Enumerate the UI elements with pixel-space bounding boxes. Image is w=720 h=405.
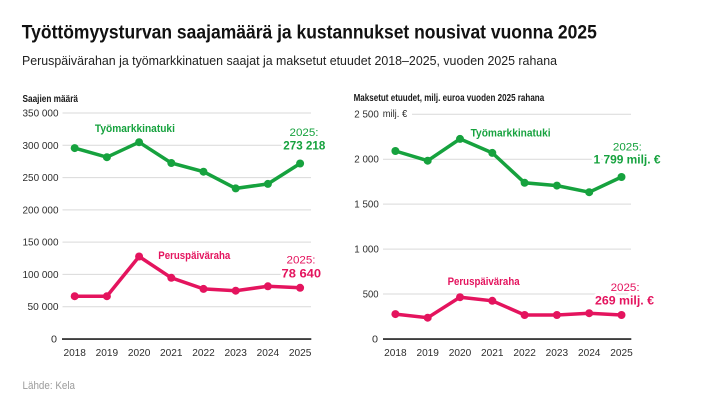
svg-text:2025:: 2025: (613, 142, 642, 154)
svg-text:1 799 milj. €: 1 799 milj. € (594, 153, 661, 167)
svg-text:2025: 2025 (610, 347, 633, 359)
svg-text:2023: 2023 (224, 347, 247, 359)
svg-text:2 500: 2 500 (354, 109, 379, 121)
svg-text:1 500: 1 500 (354, 199, 379, 211)
svg-text:273 218: 273 218 (283, 139, 325, 153)
svg-text:2020: 2020 (128, 347, 151, 359)
svg-text:200 000: 200 000 (23, 204, 59, 216)
svg-text:0: 0 (51, 334, 57, 346)
svg-text:2024: 2024 (578, 347, 601, 359)
svg-text:2019: 2019 (96, 347, 119, 359)
svg-text:0: 0 (372, 334, 378, 346)
svg-text:Lähde: Kela: Lähde: Kela (23, 380, 76, 392)
svg-text:300 000: 300 000 (23, 140, 59, 152)
svg-text:Maksetut etuudet, milj. euroa: Maksetut etuudet, milj. euroa vuoden 202… (354, 93, 545, 104)
svg-text:2025:: 2025: (290, 127, 319, 139)
svg-text:Peruspäiväraha: Peruspäiväraha (448, 276, 521, 288)
svg-text:350 000: 350 000 (23, 108, 59, 120)
svg-text:2025:: 2025: (287, 254, 316, 266)
svg-text:500: 500 (363, 289, 379, 301)
svg-text:2023: 2023 (546, 347, 569, 359)
svg-text:2018: 2018 (63, 347, 86, 359)
svg-text:Saajien määrä: Saajien määrä (23, 94, 79, 105)
svg-text:250 000: 250 000 (23, 172, 59, 184)
svg-text:100 000: 100 000 (23, 269, 59, 281)
svg-text:269 milj. €: 269 milj. € (595, 293, 654, 307)
svg-text:Työttömyysturvan saajamäärä ja: Työttömyysturvan saajamäärä ja kustannuk… (22, 23, 597, 44)
svg-text:2 000: 2 000 (354, 154, 379, 166)
svg-text:2020: 2020 (449, 347, 472, 359)
svg-text:2021: 2021 (481, 347, 504, 359)
svg-text:2021: 2021 (160, 347, 183, 359)
svg-text:2018: 2018 (384, 347, 407, 359)
svg-text:78 640: 78 640 (282, 267, 322, 281)
svg-text:2025:: 2025: (611, 282, 640, 294)
svg-text:2022: 2022 (513, 347, 536, 359)
svg-text:2019: 2019 (416, 347, 439, 359)
svg-text:2024: 2024 (257, 347, 280, 359)
svg-text:Työmarkkinatuki: Työmarkkinatuki (471, 128, 551, 140)
svg-text:50 000: 50 000 (28, 301, 59, 313)
svg-text:Peruspäivärahan ja työmarkkina: Peruspäivärahan ja työmarkkinatuen saaja… (22, 53, 558, 68)
svg-text:2022: 2022 (192, 347, 215, 359)
svg-text:Peruspäiväraha: Peruspäiväraha (158, 250, 231, 262)
svg-text:2025: 2025 (289, 347, 312, 359)
svg-text:150 000: 150 000 (23, 237, 59, 249)
svg-text:1 000: 1 000 (354, 244, 379, 256)
svg-text:milj. €: milj. € (383, 108, 408, 120)
svg-text:Työmarkkinatuki: Työmarkkinatuki (95, 123, 175, 135)
